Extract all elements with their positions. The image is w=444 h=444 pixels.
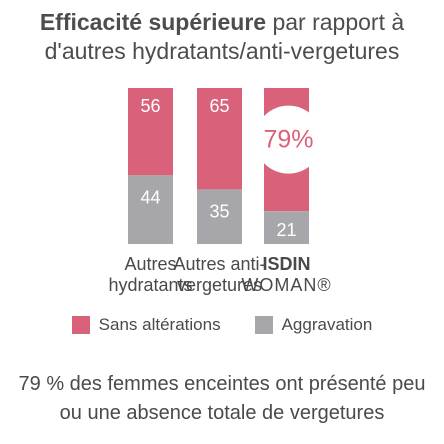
chart-title: Efficacité supérieure par rapport à d'au… — [0, 8, 444, 66]
title-line-2: d'autres hydratants/anti-vergetures — [44, 38, 400, 64]
legend-swatch-sans-alterations — [71, 316, 90, 334]
bar-segment-sans-alterations-2 — [197, 88, 242, 190]
bar-segment-aggravation-2 — [197, 189, 242, 244]
data-label-sans-alterations-1: 56 — [140, 96, 160, 116]
title-bold: Efficacité supérieure — [39, 9, 267, 35]
bar-segment-aggravation-3 — [264, 211, 309, 244]
data-label-sans-alterations-3: 79% — [263, 126, 313, 154]
legend-label-aggravation: Aggravation — [281, 315, 373, 334]
category-label-3-line-2: WOMAN® — [241, 275, 331, 295]
legend-item-aggravation: Aggravation — [254, 315, 373, 335]
category-label-3-line-1: ISDIN — [262, 254, 310, 274]
data-label-aggravation-3: 21 — [276, 220, 296, 240]
data-label-sans-alterations-2: 65 — [209, 96, 229, 116]
title-rest: par rapport à — [266, 9, 405, 35]
data-label-aggravation-2: 35 — [209, 201, 229, 221]
footnote: 79 % des femmes enceintes ont présenté p… — [0, 370, 444, 428]
legend: Sans altérations Aggravation — [0, 315, 444, 335]
data-label-aggravation-1: 44 — [140, 187, 160, 207]
category-label-1-line-2: hydratants — [108, 275, 192, 295]
title-line-1: Efficacité supérieure par rapport à — [0, 8, 444, 37]
legend-label-sans-alterations: Sans altérations — [98, 315, 221, 334]
bar-segment-sans-alterations-1 — [128, 88, 173, 176]
category-label-2-line-1: Autres anti- — [173, 254, 265, 274]
highlight-circle — [254, 105, 323, 174]
category-label-1-line-1: Autres — [124, 254, 176, 274]
bar-segment-aggravation-1 — [128, 175, 173, 244]
legend-item-sans-alterations: Sans altérations — [71, 315, 221, 335]
footnote-line-1: 79 % des femmes enceintes ont présenté p… — [18, 373, 426, 395]
footnote-line-2: ou une absence totale de vergetures — [59, 402, 385, 424]
legend-swatch-aggravation — [254, 316, 273, 334]
category-label-2-line-2: vergetures — [177, 275, 262, 295]
